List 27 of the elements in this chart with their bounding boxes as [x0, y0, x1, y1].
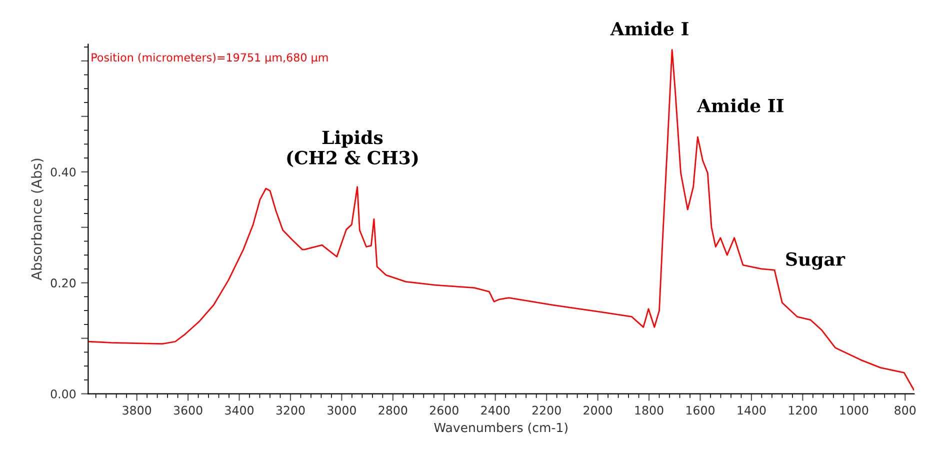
y-tick-label: 0.40 — [50, 168, 76, 177]
text: Amide I — [610, 22, 688, 36]
annotation: Sugar — [786, 252, 846, 270]
x-tick-label: 1000 — [840, 406, 868, 415]
x-tick-label: 800 — [894, 406, 916, 415]
x-tick-label: 1400 — [738, 406, 766, 415]
x-tick-label: 2800 — [378, 406, 408, 415]
y-tick-label: 0.20 — [50, 278, 76, 288]
y-tick-label: 0.00 — [50, 389, 76, 398]
line-series — [88, 49, 914, 391]
x-tick-label: 3600 — [174, 406, 202, 415]
y-axis-title: Absorbance (Abs) — [31, 158, 44, 280]
x-tick-label: 2600 — [430, 406, 458, 415]
x-tick-label: 3400 — [225, 406, 254, 415]
x-tick-label: 1800 — [635, 406, 664, 415]
annotation: Lipids (CH2 & CH3) — [287, 130, 418, 168]
x-tick-label: 1600 — [686, 406, 714, 415]
x-tick-label: 3000 — [328, 406, 356, 415]
x-tick-label: 3200 — [276, 406, 305, 415]
annotation: Position (micrometers)=19751 µm,680 µm — [92, 53, 328, 64]
x-tick-label: 3800 — [122, 406, 152, 415]
x-tick-label: 1200 — [788, 406, 817, 415]
x-tick-label: 2200 — [532, 406, 561, 415]
x-tick-label: 2000 — [584, 406, 612, 415]
x-axis-title: Wavenumbers (cm-1) — [434, 422, 568, 434]
annotation: Amide II — [696, 98, 784, 112]
x-tick-label: 2400 — [481, 406, 510, 415]
